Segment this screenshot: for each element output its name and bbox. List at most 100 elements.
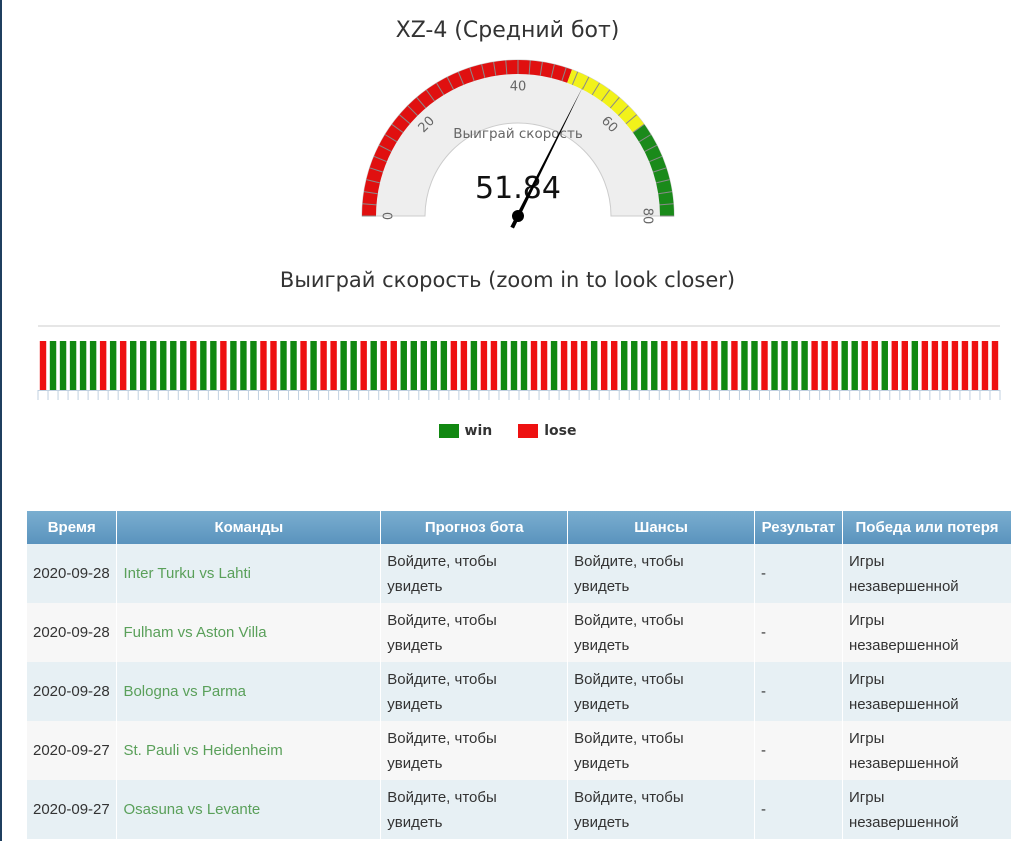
bar-win xyxy=(290,341,297,390)
bar-lose xyxy=(450,341,458,390)
cell-teams: St. Pauli vs Heidenheim xyxy=(116,721,382,780)
bar-win xyxy=(741,341,748,390)
bar-lose xyxy=(981,341,989,390)
bar-lose xyxy=(901,341,909,390)
bar-win xyxy=(621,341,628,390)
bar-win xyxy=(180,341,187,390)
gauge-minor-tick xyxy=(384,134,398,143)
prediction-line-1: Войдите, чтобы xyxy=(387,670,497,688)
bar-lose xyxy=(119,341,127,390)
gauge-minor-tick xyxy=(469,67,475,82)
gauge-minor-tick xyxy=(446,76,454,90)
gauge-minor-tick xyxy=(539,61,543,76)
gauge-minor-tick xyxy=(644,144,658,152)
gauge-minor-tick xyxy=(399,114,411,125)
bar-lose xyxy=(260,341,267,390)
prediction-line-2: увидеть xyxy=(387,636,443,654)
bar-win xyxy=(470,341,478,390)
bar-win xyxy=(310,341,317,390)
gauge-tick-label: 80 xyxy=(640,208,655,225)
bar-lose xyxy=(831,341,838,390)
bar-lose xyxy=(671,341,678,390)
bar-win xyxy=(59,341,67,390)
bar-win xyxy=(721,341,728,390)
predictions-table: Время Команды Прогноз бота Шансы Результ… xyxy=(27,511,1012,839)
gauge-minor-tick xyxy=(362,203,377,206)
cell-date: 2020-09-27 xyxy=(27,780,118,839)
cell-outcome: Игры незавершенной xyxy=(842,603,1012,662)
gauge-minor-tick xyxy=(632,123,645,133)
cell-date: 2020-09-27 xyxy=(27,721,118,780)
cell-odds: Войдите, чтобы увидеть xyxy=(567,780,756,839)
gauge-minor-tick xyxy=(601,89,611,102)
bar-lose xyxy=(600,341,608,390)
bar-lose xyxy=(330,341,337,390)
gauge-minor-tick xyxy=(658,191,673,195)
legend-item-win[interactable]: win xyxy=(438,423,493,439)
table-row: 2020-09-27 Osasuna vs Levante Войдите, ч… xyxy=(27,780,1012,839)
match-link[interactable]: St. Pauli vs Heidenheim xyxy=(123,742,283,759)
bar-win xyxy=(69,341,77,390)
bar-win xyxy=(160,341,167,390)
odds-line-1: Войдите, чтобы xyxy=(574,611,684,629)
table-row: 2020-09-28 Bologna vs Parma Войдите, что… xyxy=(27,662,1012,721)
outcome-line-2: незавершенной xyxy=(849,754,959,772)
bar-lose xyxy=(861,341,868,390)
bar-win xyxy=(250,341,257,390)
gauge-minor-tick xyxy=(582,76,590,90)
bar-win xyxy=(400,341,407,390)
cell-teams: Fulham vs Aston Villa xyxy=(116,603,382,662)
header-odds: Шансы xyxy=(567,511,756,544)
gauge-value: 51.84 xyxy=(475,171,561,206)
outcome-line-1: Игры xyxy=(849,670,885,688)
outcome-line-1: Игры xyxy=(849,729,885,747)
bar-win xyxy=(911,341,919,390)
gauge-band xyxy=(362,60,572,217)
gauge-minor-tick xyxy=(659,203,674,206)
match-link[interactable]: Inter Turku vs Lahti xyxy=(123,565,252,582)
bar-lose xyxy=(320,341,327,390)
gauge-minor-tick xyxy=(618,105,629,116)
gauge-minor-tick xyxy=(373,155,388,163)
bar-win xyxy=(49,341,57,390)
bar-lose xyxy=(480,341,488,390)
cell-odds: Войдите, чтобы увидеть xyxy=(567,544,756,603)
outcome-line-2: незавершенной xyxy=(849,695,959,713)
gauge-minor-tick xyxy=(436,82,445,96)
outcome-line-2: незавершенной xyxy=(849,636,959,654)
bar-lose xyxy=(610,341,618,390)
bar-lose xyxy=(991,341,999,390)
legend-item-lose[interactable]: lose xyxy=(518,423,576,439)
bar-win xyxy=(500,341,508,390)
bar-win xyxy=(771,341,778,390)
bar-lose xyxy=(39,341,47,390)
bar-win xyxy=(340,341,347,390)
bar-win xyxy=(370,341,377,390)
bar-lose xyxy=(761,341,768,390)
bar-lose xyxy=(300,341,307,390)
prediction-line-2: увидеть xyxy=(387,754,443,772)
chart-legend: win lose xyxy=(0,423,1015,439)
bar-lose xyxy=(490,341,498,390)
bar-win xyxy=(150,341,157,390)
prediction-line-2: увидеть xyxy=(387,695,443,713)
gauge-minor-tick xyxy=(391,123,404,133)
gauge-minor-tick xyxy=(425,89,435,102)
bar-win xyxy=(200,341,207,390)
header-prediction: Прогноз бота xyxy=(380,511,569,544)
match-link[interactable]: Osasuna vs Levante xyxy=(123,801,261,818)
table-row: 2020-09-27 St. Pauli vs Heidenheim Войди… xyxy=(27,721,1012,780)
header-result: Результат xyxy=(754,511,843,544)
left-edge-bar xyxy=(0,0,2,841)
bar-lose xyxy=(701,341,708,390)
bar-win xyxy=(841,341,848,390)
bar-win xyxy=(129,341,137,390)
match-link[interactable]: Bologna vs Parma xyxy=(123,683,247,700)
gauge-minor-tick xyxy=(571,71,579,86)
gauge-minor-tick xyxy=(655,179,670,184)
odds-line-2: увидеть xyxy=(574,636,630,654)
bar-win xyxy=(89,341,97,390)
chart-title: Выиграй скорость (zoom in to look closer… xyxy=(279,268,736,292)
match-link[interactable]: Fulham vs Aston Villa xyxy=(123,624,267,641)
legend-label-win: win xyxy=(464,423,493,439)
